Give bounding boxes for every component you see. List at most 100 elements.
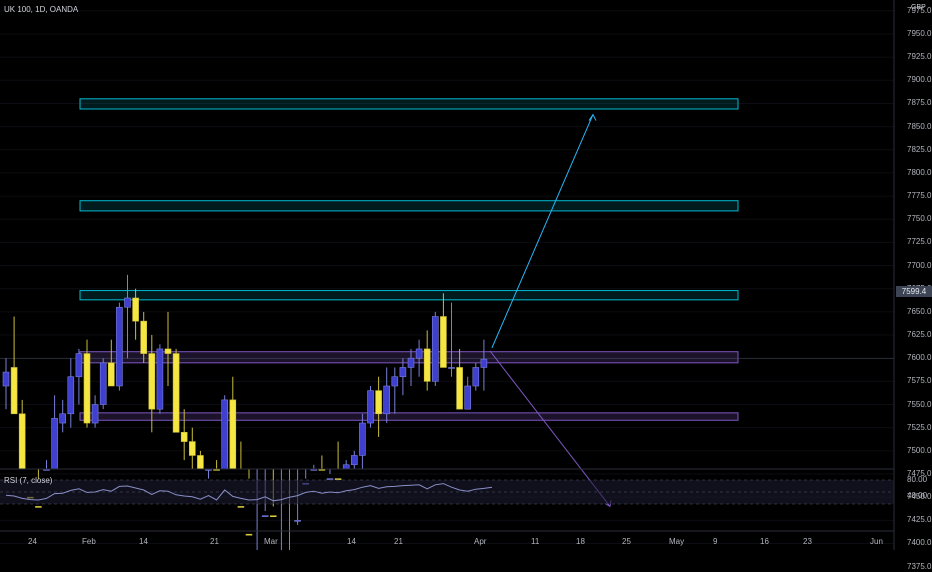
candle	[140, 311, 147, 363]
rsi-pane	[0, 479, 894, 505]
resistance-zone[interactable]	[79, 98, 739, 110]
currency-label[interactable]: GBP	[911, 4, 926, 11]
price-tick: 7450.0	[907, 492, 932, 502]
price-tick: 7575.0	[907, 376, 932, 386]
price-tick: 7500.0	[907, 445, 932, 455]
time-tick: 24	[28, 537, 37, 546]
time-tick: 25	[622, 537, 631, 546]
price-tick: 7425.0	[907, 515, 932, 525]
candle	[35, 469, 42, 508]
candle	[172, 348, 180, 433]
time-tick: Mar	[264, 537, 278, 546]
price-tick: 7725.0	[907, 237, 932, 247]
candle	[148, 335, 156, 433]
time-tick: Apr	[474, 537, 487, 546]
price-tick: 7775.0	[907, 191, 932, 201]
price-tick: 7700.0	[907, 260, 932, 270]
candle	[83, 339, 91, 428]
candle	[18, 399, 26, 470]
price-tick: 7600.0	[907, 353, 932, 363]
time-tick: 14	[139, 537, 148, 546]
price-tick: 7875.0	[907, 98, 932, 108]
time-tick: Feb	[82, 537, 96, 546]
up-arrowhead-icon	[588, 113, 597, 121]
time-tick: May	[669, 537, 685, 546]
symbol-title[interactable]: UK 100, 1D, OANDA	[4, 5, 79, 14]
price-tick: 7550.0	[907, 399, 932, 409]
time-tick: 16	[760, 537, 769, 546]
price-tick: 7375.0	[907, 561, 932, 571]
candle	[367, 385, 374, 428]
time-tick: 21	[394, 537, 403, 546]
candle	[375, 376, 382, 437]
candle	[310, 464, 318, 471]
rsi-tick: 40.00	[907, 491, 928, 500]
candle	[423, 330, 431, 391]
time-tick: 21	[210, 537, 219, 546]
candle	[342, 460, 350, 470]
candle	[407, 348, 415, 386]
price-tick: 7750.0	[907, 214, 932, 224]
candle	[197, 450, 204, 470]
candle	[237, 441, 245, 508]
candle	[399, 358, 407, 396]
price-axis[interactable]: 7975.0 7950.0 7925.0 7900.0 7875.0 7850.0 7825…	[894, 0, 932, 571]
price-tick: 7975.0	[907, 5, 932, 15]
candle	[164, 311, 172, 386]
price-tick: 7475.0	[907, 469, 932, 478]
candle	[116, 302, 123, 391]
candle	[456, 348, 463, 410]
price-tick: 7925.0	[907, 52, 932, 62]
rsi-axis[interactable]: 80.00 40.00	[894, 470, 932, 531]
price-tick: 7950.0	[907, 28, 932, 38]
price-tick: 7625.0	[907, 330, 932, 340]
resistance-zone[interactable]	[79, 200, 739, 212]
candle	[415, 339, 423, 377]
price-tick: 7900.0	[907, 75, 932, 85]
price-tick: 7850.0	[907, 121, 932, 131]
candle	[180, 409, 188, 461]
candle	[59, 399, 67, 433]
candle	[221, 395, 228, 470]
price-tick: 7650.0	[907, 306, 932, 316]
candle	[480, 339, 488, 391]
candle	[2, 358, 10, 410]
candle	[91, 395, 99, 428]
candle	[156, 344, 164, 414]
time-tick: 18	[576, 537, 585, 546]
price-tick: 7825.0	[907, 144, 932, 154]
candle	[10, 316, 18, 415]
candle	[51, 395, 58, 470]
candle	[318, 455, 326, 471]
support-zone[interactable]	[79, 412, 739, 421]
candle	[67, 358, 75, 428]
candle	[350, 450, 358, 469]
price-tick: 7800.0	[907, 167, 932, 177]
candle	[440, 293, 447, 368]
time-tick: 23	[803, 537, 812, 546]
candle	[464, 376, 472, 410]
chart-canvas[interactable]	[0, 0, 932, 550]
candle	[189, 427, 196, 469]
candle	[245, 469, 253, 536]
time-tick: Jun	[870, 537, 883, 546]
candle	[99, 358, 107, 410]
price-tick: 7525.0	[907, 422, 932, 432]
candle	[334, 441, 342, 480]
resistance-zone[interactable]	[79, 290, 739, 301]
time-tick: 14	[347, 537, 356, 546]
rsi-tick: 80.00	[907, 475, 928, 484]
candle	[108, 339, 115, 387]
candle	[383, 367, 391, 424]
time-axis[interactable]: 24 Feb 14 21 Mar 14 21 Apr 11 18 25 May 9 16 23 Jun	[0, 531, 894, 550]
rsi-indicator-title[interactable]: RSI (7, close)	[4, 476, 53, 485]
price-zones[interactable]	[0, 98, 894, 421]
bullish-projection-arrow[interactable]	[491, 114, 594, 349]
current-price-badge: 7599.4	[896, 286, 932, 297]
candle	[326, 469, 334, 480]
rsi-line	[5, 483, 493, 502]
price-tick: 7400.0	[907, 538, 932, 548]
candle	[472, 362, 480, 391]
candle	[359, 413, 366, 469]
time-tick: 9	[713, 537, 718, 546]
